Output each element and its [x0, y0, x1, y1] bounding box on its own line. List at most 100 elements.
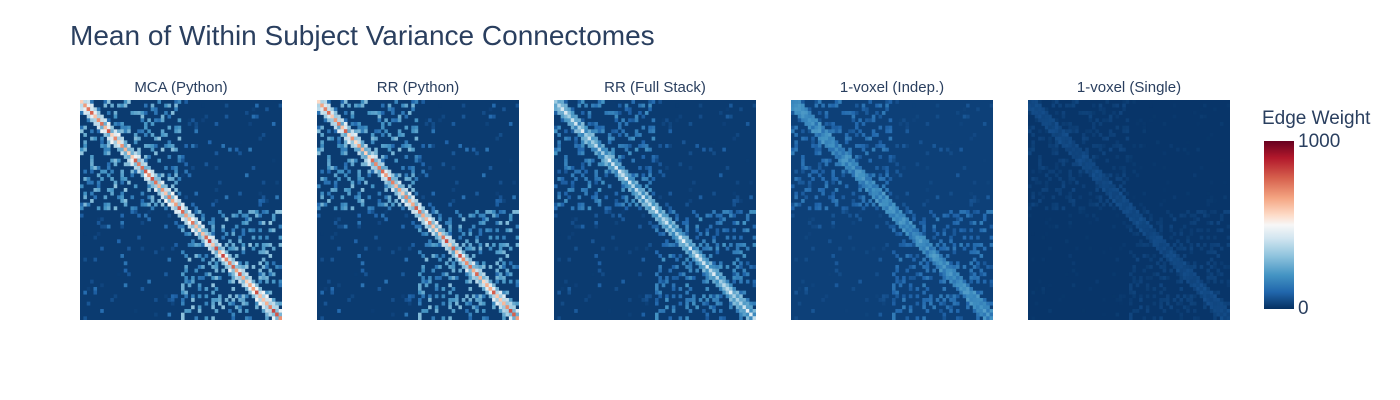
- heatmap-cell: [421, 169, 425, 174]
- heatmap-cell: [485, 228, 489, 233]
- heatmap-cell: [120, 199, 124, 203]
- heatmap-cell: [187, 173, 192, 178]
- heatmap-cell: [735, 133, 740, 137]
- heatmap-cell: [278, 235, 282, 240]
- heatmap-cell: [587, 206, 592, 211]
- heatmap-cell: [140, 221, 145, 225]
- heatmap-cell: [1192, 213, 1197, 218]
- heatmap-cell: [718, 316, 723, 320]
- heatmap-cell: [1028, 151, 1032, 156]
- heatmap-cell: [441, 243, 446, 247]
- heatmap-cell: [564, 111, 568, 115]
- heatmap-cell: [844, 206, 849, 211]
- heatmap-cell: [641, 202, 646, 207]
- heatmap-cell: [337, 224, 341, 229]
- heatmap-cell: [438, 235, 442, 240]
- heatmap-cell: [191, 228, 195, 233]
- heatmap-cell: [471, 294, 476, 299]
- heatmap-cell: [655, 287, 659, 291]
- heatmap-cell: [404, 312, 409, 317]
- heatmap-cell: [831, 129, 835, 134]
- heatmap-cell: [831, 125, 835, 130]
- heatmap-cell: [1219, 312, 1224, 317]
- heatmap-cell: [184, 254, 188, 258]
- heatmap-cell: [147, 180, 151, 185]
- heatmap-cell: [508, 261, 513, 266]
- heatmap-cell: [90, 111, 94, 115]
- heatmap-cell: [160, 188, 165, 192]
- heatmap-cell: [211, 283, 215, 288]
- heatmap-cell: [868, 173, 872, 178]
- heatmap-cell: [841, 210, 846, 214]
- heatmap-cell: [370, 140, 375, 145]
- heatmap-cell: [248, 283, 252, 288]
- heatmap-cell: [797, 177, 802, 181]
- heatmap-cell: [939, 309, 943, 313]
- heatmap-cell: [1129, 202, 1133, 207]
- heatmap-cell: [143, 125, 148, 130]
- heatmap-cell: [794, 125, 798, 130]
- heatmap-cell: [865, 184, 869, 189]
- heatmap-cell: [739, 199, 743, 203]
- heatmap-cell: [665, 213, 669, 218]
- heatmap-cell: [343, 125, 348, 130]
- heatmap-cell: [705, 279, 710, 284]
- heatmap-cell: [347, 298, 351, 302]
- heatmap-cell: [404, 103, 409, 108]
- heatmap-cell: [80, 103, 84, 108]
- heatmap-cell: [854, 144, 859, 148]
- heatmap-cell: [989, 224, 993, 229]
- heatmap-cell: [702, 268, 706, 273]
- heatmap-cell: [597, 144, 602, 148]
- heatmap-cell: [665, 118, 669, 123]
- heatmap-cell: [354, 136, 358, 141]
- heatmap-cell: [120, 173, 124, 178]
- heatmap-cell: [377, 173, 382, 178]
- heatmap-cell: [979, 312, 984, 317]
- heatmap-cell: [268, 268, 273, 273]
- heatmap-cell: [214, 309, 219, 313]
- heatmap-cell: [140, 169, 145, 174]
- heatmap-cell: [1152, 316, 1157, 320]
- heatmap-cell: [265, 305, 269, 310]
- heatmap-cell: [885, 195, 889, 200]
- heatmap-cell: [434, 224, 439, 229]
- heatmap-cell: [1068, 136, 1072, 141]
- heatmap-cell: [742, 254, 747, 258]
- heatmap-cell: [167, 188, 172, 192]
- heatmap-cell: [972, 243, 977, 247]
- heatmap-cell: [554, 213, 558, 218]
- heatmap-cell: [722, 210, 726, 214]
- heatmap-cell: [1142, 191, 1147, 196]
- heatmap-cell: [320, 133, 324, 137]
- heatmap-cell: [577, 103, 582, 108]
- heatmap-cell: [557, 169, 561, 174]
- heatmap-cell: [732, 199, 736, 203]
- heatmap-cell: [671, 221, 676, 225]
- heatmap-cell: [83, 232, 87, 236]
- heatmap-cell: [194, 228, 199, 233]
- heatmap-cell: [1095, 155, 1099, 159]
- heatmap-cell: [478, 232, 483, 236]
- heatmap-cell: [892, 287, 896, 291]
- heatmap-cell: [564, 100, 568, 104]
- heatmap-cell: [658, 169, 662, 174]
- heatmap-cell: [333, 129, 338, 134]
- heatmap-cell: [271, 261, 276, 266]
- heatmap-cell: [323, 301, 328, 306]
- heatmap-cell: [488, 279, 493, 284]
- heatmap-cell: [174, 103, 178, 108]
- heatmap-cell: [1028, 100, 1032, 104]
- heatmap-cell: [614, 111, 619, 115]
- heatmap-cell: [177, 177, 182, 181]
- heatmap-cell: [861, 122, 866, 126]
- heatmap-cell: [251, 114, 256, 119]
- heatmap-cell: [475, 272, 479, 277]
- heatmap-cell: [150, 103, 155, 108]
- heatmap-cell: [1223, 309, 1227, 313]
- heatmap-cell: [1051, 169, 1056, 174]
- heatmap-cell: [495, 290, 499, 295]
- heatmap-cell: [745, 213, 750, 218]
- heatmap-cell: [695, 235, 699, 240]
- heatmap-cell: [742, 272, 747, 277]
